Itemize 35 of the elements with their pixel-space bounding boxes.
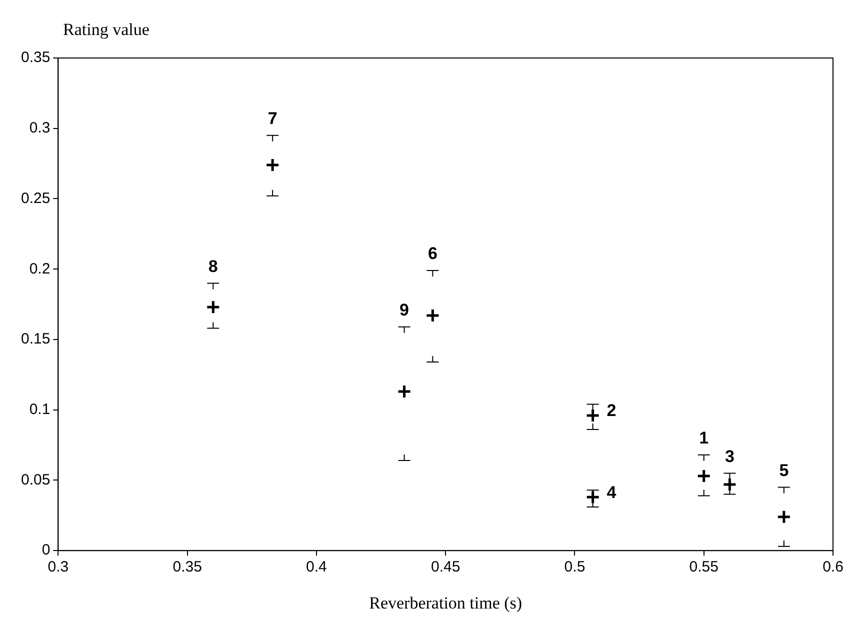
x-axis-title: Reverberation time (s)	[369, 593, 522, 612]
point	[265, 158, 280, 172]
annotation: 6	[428, 244, 438, 264]
y-tick-label: 0.15	[20, 330, 50, 348]
point	[776, 510, 792, 524]
annotation: 9	[400, 300, 410, 320]
annotation: 1	[699, 428, 709, 448]
annotation: 7	[268, 109, 278, 128]
point	[425, 308, 440, 323]
y-tick-label: 0.2	[29, 260, 50, 278]
x-tick-label: 0.3	[48, 558, 69, 576]
annotation: 3	[724, 446, 734, 466]
x-tick-label: 0.55	[689, 558, 718, 576]
x-tick-label: 0.6	[822, 558, 844, 576]
y-tick-label: 0.05	[20, 471, 50, 488]
x-tick-label: 0.4	[306, 558, 327, 576]
x-tick-label: 0.5	[564, 558, 586, 576]
point	[206, 300, 220, 314]
annotation: 4	[606, 482, 617, 502]
annotation: 5	[779, 460, 789, 480]
y-tick-label: 0.35	[20, 49, 50, 66]
x-tick-label: 0.45	[430, 558, 460, 576]
y-tick-label: 0.25	[20, 190, 50, 207]
annotation: 2	[606, 401, 616, 420]
y-tick-label: 0	[42, 542, 50, 559]
x-tick-label: 0.35	[172, 558, 202, 576]
point	[586, 408, 600, 423]
y-axis-title: Rating value	[63, 20, 150, 40]
point	[696, 468, 712, 484]
annotation: 8	[208, 256, 218, 276]
y-tick-label: 0.1	[29, 401, 50, 418]
point	[722, 477, 737, 492]
point	[586, 490, 600, 504]
point	[397, 384, 412, 399]
y-tick-label: 0.3	[29, 120, 50, 137]
